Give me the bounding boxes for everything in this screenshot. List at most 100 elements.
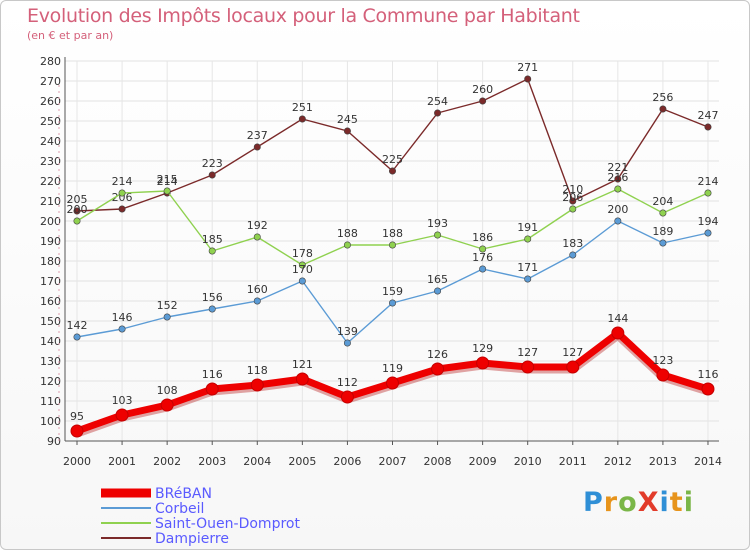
data-point bbox=[614, 175, 622, 183]
x-tick-label: 2000 bbox=[63, 455, 91, 468]
x-tick-label: 2009 bbox=[469, 455, 497, 468]
data-label: 204 bbox=[652, 195, 673, 208]
data-label: 126 bbox=[427, 348, 448, 361]
y-tick-label: 230 bbox=[40, 155, 61, 168]
data-label: 144 bbox=[607, 312, 628, 325]
x-tick-label: 2007 bbox=[378, 455, 406, 468]
y-tick-label: 110 bbox=[40, 395, 61, 408]
data-label: 205 bbox=[67, 193, 88, 206]
data-label: 200 bbox=[67, 203, 88, 216]
data-label: 185 bbox=[202, 233, 223, 246]
data-point bbox=[388, 167, 396, 175]
data-point bbox=[163, 187, 171, 195]
data-label: 127 bbox=[562, 346, 583, 359]
data-label: 160 bbox=[247, 283, 268, 296]
y-tick-label: 240 bbox=[40, 135, 61, 148]
y-tick-label: 120 bbox=[40, 375, 61, 388]
data-label: 183 bbox=[562, 237, 583, 250]
data-label: 176 bbox=[472, 251, 493, 264]
data-point bbox=[298, 277, 306, 285]
data-label: 139 bbox=[337, 325, 358, 338]
data-label: 206 bbox=[112, 191, 133, 204]
data-point bbox=[160, 398, 174, 412]
legend-label-Saint-Ouen-Domprot: Saint-Ouen-Domprot bbox=[155, 516, 300, 532]
data-label: 178 bbox=[292, 247, 313, 260]
y-tick-label: 170 bbox=[40, 275, 61, 288]
data-label: 156 bbox=[202, 291, 223, 304]
chart-subtitle: (en € et par an) bbox=[27, 29, 114, 42]
data-label: 108 bbox=[157, 384, 178, 397]
data-label: 225 bbox=[382, 153, 403, 166]
x-tick-label: 2001 bbox=[108, 455, 136, 468]
data-point bbox=[434, 287, 442, 295]
data-label: 192 bbox=[247, 219, 268, 232]
data-point bbox=[524, 275, 532, 283]
data-label: 256 bbox=[652, 91, 673, 104]
data-point bbox=[388, 241, 396, 249]
y-tick-label: 260 bbox=[40, 95, 61, 108]
data-point bbox=[521, 360, 535, 374]
data-label: 260 bbox=[472, 83, 493, 96]
data-point bbox=[566, 360, 580, 374]
data-point bbox=[659, 105, 667, 113]
legend-label-Dampierre: Dampierre bbox=[155, 531, 229, 547]
data-point bbox=[476, 356, 490, 370]
data-point bbox=[479, 245, 487, 253]
y-tick-label: 180 bbox=[40, 255, 61, 268]
y-tick-label: 90 bbox=[47, 435, 61, 448]
data-label: 127 bbox=[517, 346, 538, 359]
data-point bbox=[73, 207, 81, 215]
data-label: 186 bbox=[472, 231, 493, 244]
data-point bbox=[659, 239, 667, 247]
data-label: 215 bbox=[157, 173, 178, 186]
x-tick-label: 2003 bbox=[198, 455, 226, 468]
data-point bbox=[614, 185, 622, 193]
data-point bbox=[73, 217, 81, 225]
data-point bbox=[205, 382, 219, 396]
data-point bbox=[614, 217, 622, 225]
data-point bbox=[250, 378, 264, 392]
x-tick-label: 2008 bbox=[424, 455, 452, 468]
data-point bbox=[656, 368, 670, 382]
data-point bbox=[388, 299, 396, 307]
y-tick-label: 160 bbox=[40, 295, 61, 308]
proxiti-logo: ProXiti bbox=[583, 487, 694, 518]
data-point bbox=[434, 231, 442, 239]
data-label: 251 bbox=[292, 101, 313, 114]
data-label: 171 bbox=[517, 261, 538, 274]
data-point bbox=[704, 123, 712, 131]
data-label: 123 bbox=[652, 354, 673, 367]
data-label: 193 bbox=[427, 217, 448, 230]
x-tick-label: 2002 bbox=[153, 455, 181, 468]
data-label: 254 bbox=[427, 95, 448, 108]
data-point bbox=[479, 97, 487, 105]
x-tick-label: 2011 bbox=[559, 455, 587, 468]
data-label: 223 bbox=[202, 157, 223, 170]
data-label: 119 bbox=[382, 362, 403, 375]
data-label: 194 bbox=[697, 215, 718, 228]
data-label: 152 bbox=[157, 299, 178, 312]
data-point bbox=[208, 171, 216, 179]
data-point bbox=[298, 261, 306, 269]
data-point bbox=[524, 235, 532, 243]
data-label: 200 bbox=[607, 203, 628, 216]
data-point bbox=[479, 265, 487, 273]
data-point bbox=[295, 372, 309, 386]
data-label: 191 bbox=[517, 221, 538, 234]
data-label: 206 bbox=[562, 191, 583, 204]
data-point bbox=[298, 115, 306, 123]
data-point bbox=[208, 305, 216, 313]
logo-letter: X bbox=[637, 487, 660, 518]
data-label: 210 bbox=[562, 183, 583, 196]
y-tick-label: 280 bbox=[40, 55, 61, 68]
data-label: 112 bbox=[337, 376, 358, 389]
data-label: 247 bbox=[697, 109, 718, 122]
data-label: 214 bbox=[112, 175, 133, 188]
data-label: 129 bbox=[472, 342, 493, 355]
data-point bbox=[118, 189, 126, 197]
data-label: 170 bbox=[292, 263, 313, 276]
data-point bbox=[343, 127, 351, 135]
logo-letter: o bbox=[618, 487, 638, 518]
data-point bbox=[253, 233, 261, 241]
